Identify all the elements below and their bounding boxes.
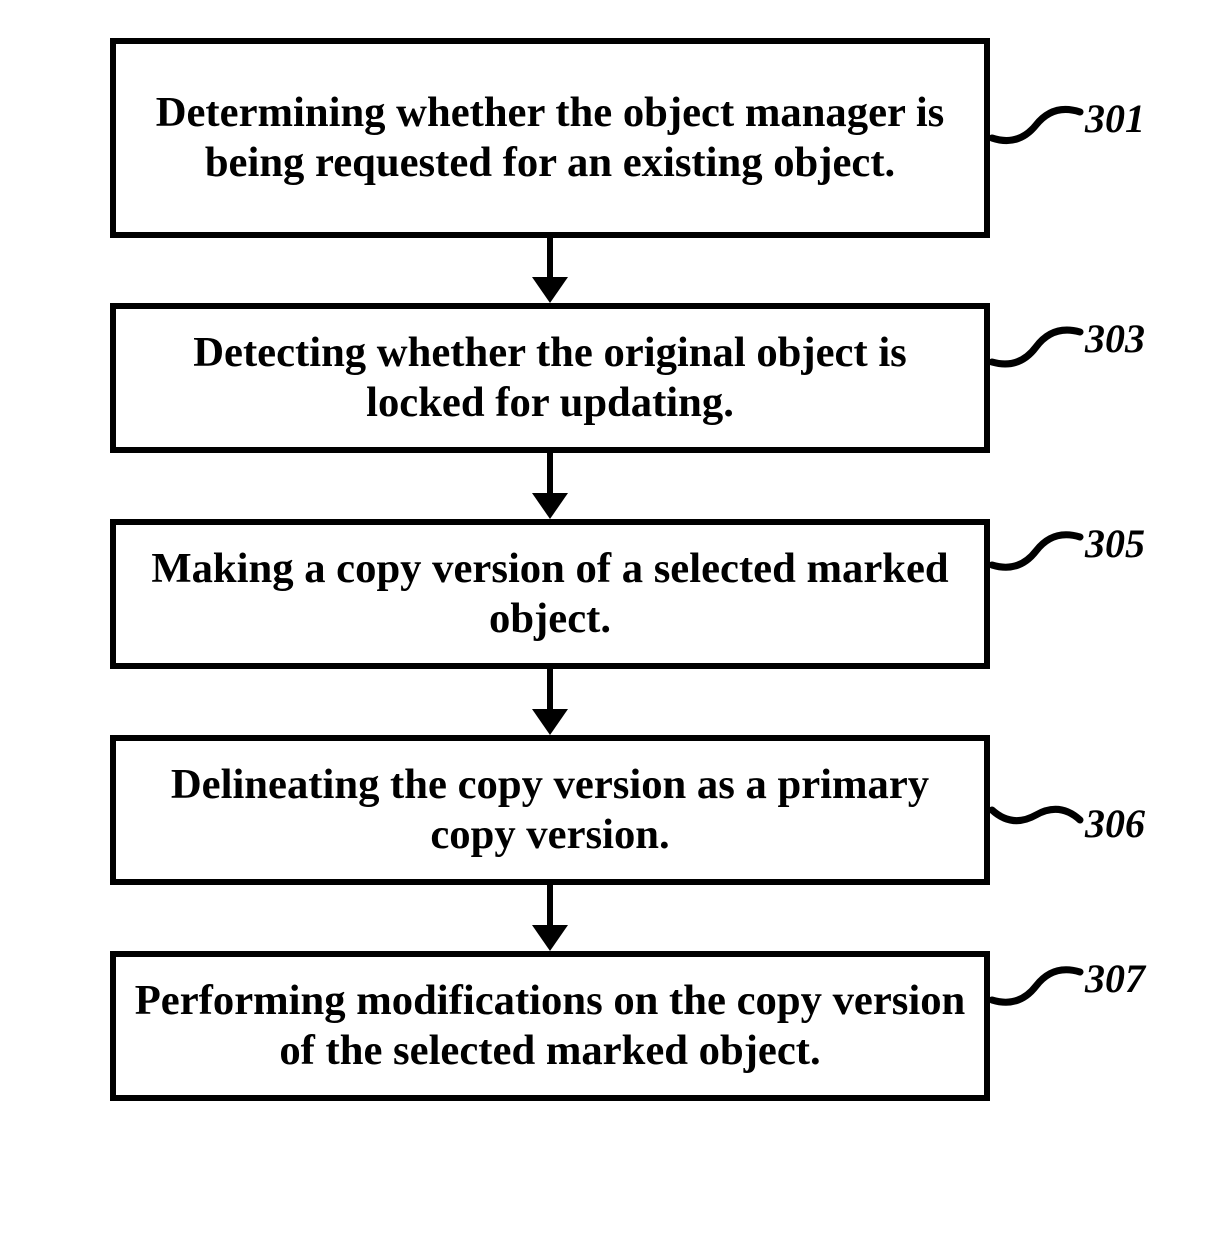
ref-squiggle [992, 535, 1080, 567]
flow-step-n306: Delineating the copy version as a primar… [110, 735, 990, 885]
ref-label-306: 306 [1085, 800, 1145, 847]
ref-squiggle [992, 330, 1080, 364]
ref-label-text: 303 [1085, 316, 1145, 361]
ref-label-text: 307 [1085, 956, 1145, 1001]
ref-label-303: 303 [1085, 315, 1145, 362]
ref-label-301: 301 [1085, 95, 1145, 142]
ref-squiggle [992, 809, 1080, 820]
flow-step-text: Making a copy version of a selected mark… [130, 544, 970, 645]
ref-label-text: 305 [1085, 521, 1145, 566]
flow-step-text: Determining whether the object manager i… [130, 88, 970, 189]
flow-arrow-head [532, 277, 568, 303]
flow-step-text: Performing modifications on the copy ver… [130, 976, 970, 1077]
ref-label-305: 305 [1085, 520, 1145, 567]
flow-step-text: Delineating the copy version as a primar… [130, 760, 970, 861]
flow-arrow-head [532, 493, 568, 519]
flow-step-n301: Determining whether the object manager i… [110, 38, 990, 238]
ref-label-text: 301 [1085, 96, 1145, 141]
ref-squiggle [992, 109, 1080, 140]
flow-arrow-head [532, 709, 568, 735]
flow-arrow-head [532, 925, 568, 951]
flow-step-n303: Detecting whether the original object is… [110, 303, 990, 453]
ref-label-307: 307 [1085, 955, 1145, 1002]
flow-step-n307: Performing modifications on the copy ver… [110, 951, 990, 1101]
flow-step-text: Detecting whether the original object is… [130, 328, 970, 429]
ref-label-text: 306 [1085, 801, 1145, 846]
ref-squiggle [992, 970, 1080, 1002]
flow-step-n305: Making a copy version of a selected mark… [110, 519, 990, 669]
